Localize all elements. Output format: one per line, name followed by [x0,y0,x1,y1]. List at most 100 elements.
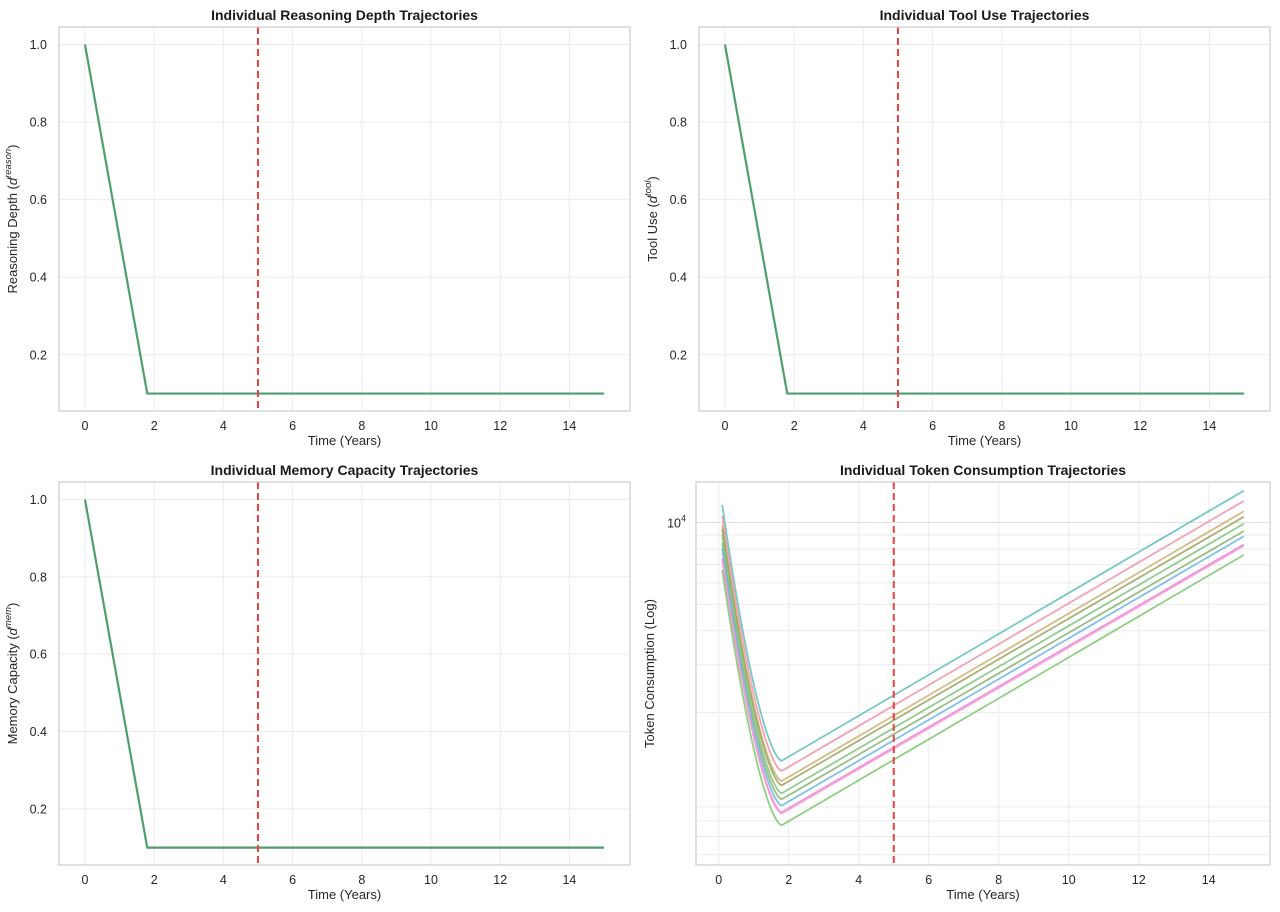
x-tick-label: 4 [220,419,227,433]
y-axis-label-symbol: d [645,195,660,203]
x-tick-labels: 0 2 4 6 8 10 12 14 [715,873,1215,887]
y-tick-labels: 0.2 0.4 0.6 0.8 1.0 [30,493,47,816]
series-line-agent-2 [721,500,1245,772]
x-tick-label: 10 [424,873,438,887]
chart-title: Individual Token Consumption Trajectorie… [840,462,1126,478]
y-axis-label-superscript: mem [3,607,14,628]
y-tick-label: 0.4 [30,271,47,285]
y-axis-label-superscript: tool [643,180,654,196]
x-axis-label: Time (Years) [948,433,1021,448]
series-line-agents [83,44,605,395]
series-line-agents [83,499,605,849]
y-tick-label: 1.0 [670,38,687,52]
x-tick-label: 0 [81,419,88,433]
x-tick-label: 6 [289,419,296,433]
x-tick-label: 4 [855,873,862,887]
x-tick-label: 6 [925,873,932,887]
series-line-agent-6 [721,522,1245,795]
y-tick-label: 1.0 [30,493,47,507]
x-tick-label: 2 [785,873,792,887]
y-axis-label-close: ) [645,176,660,180]
y-axis-label-text: Token Consumption (Log) [642,599,657,748]
x-tick-label: 10 [424,419,438,433]
x-tick-label: 8 [358,873,365,887]
x-tick-labels: 0 2 4 6 8 10 12 14 [81,419,576,433]
series-group [83,44,605,395]
y-tick-label-exponent: 4 [681,514,686,524]
x-tick-label: 12 [1133,419,1147,433]
series-line-agent-5 [721,530,1245,801]
x-tick-label: 14 [562,419,576,433]
y-tick-label: 0.2 [670,348,687,362]
y-axis-label: Tool Use (dtool) [643,176,660,261]
axes-frame [58,26,631,412]
x-tick-label: 10 [1064,419,1078,433]
x-tick-label: 12 [493,873,507,887]
series-line-agent-10 [721,554,1245,827]
x-tick-label: 14 [1202,873,1216,887]
y-axis-label: Reasoning Depth (dreason) [3,144,20,293]
y-axis-label-close: ) [5,603,20,607]
y-tick-labels: 0.2 0.4 0.6 0.8 1.0 [30,38,47,362]
chart-title: Individual Memory Capacity Trajectories [211,462,479,478]
y-tick-label: 0.8 [670,116,687,130]
y-tick-label: 0.6 [30,648,47,662]
series-line-agent-1 [721,489,1245,762]
series-line-agent-9 [721,545,1245,815]
x-tick-label: 4 [860,419,867,433]
x-tick-label: 14 [562,873,576,887]
y-axis-label-symbol: d [5,627,20,635]
y-tick-label: 0.4 [30,725,47,739]
y-tick-label: 0.6 [30,193,47,207]
x-tick-label: 14 [1202,419,1216,433]
series-group [723,44,1245,395]
grid [59,27,630,411]
x-tick-label: 8 [995,873,1002,887]
x-tick-label: 10 [1062,873,1076,887]
y-axis-label-symbol: d [5,177,20,185]
y-tick-labels: 104 [667,514,686,531]
grid [696,482,1270,865]
y-axis-label-text: Memory Capacity ( [5,635,20,745]
y-axis-label: Memory Capacity (dmem) [3,603,20,745]
y-tick-label: 0.8 [30,116,47,130]
x-tick-label: 4 [220,873,227,887]
x-tick-label: 6 [289,873,296,887]
panels: 0 2 4 6 8 10 12 14 0.2 0.4 0.6 0.8 1.0 Individual Rea… [3,7,1271,902]
y-tick-label: 0.4 [670,271,687,285]
panel-3: 0 2 4 6 8 10 12 14 0.2 0.4 0.6 0.8 1.0 Individual Mem… [3,462,631,902]
x-tick-label: 2 [791,419,798,433]
x-axis-label: Time (Years) [946,887,1019,902]
axes-frame [58,481,631,866]
panel-4: 0 2 4 6 8 10 12 14 104 Individual Token Consumpti… [642,462,1271,902]
x-tick-label: 0 [721,419,728,433]
axes-frame [695,481,1271,866]
series-group [83,499,605,849]
y-tick-labels: 0.2 0.4 0.6 0.8 1.0 [670,38,687,362]
y-tick-label: 0.2 [30,802,47,816]
panel-2: 0 2 4 6 8 10 12 14 0.2 0.4 0.6 0.8 1.0 Individual Too… [643,7,1271,448]
x-tick-labels: 0 2 4 6 8 10 12 14 [721,419,1216,433]
y-axis-label-text: Reasoning Depth ( [5,184,20,293]
chart-title: Individual Tool Use Trajectories [880,7,1090,23]
x-tick-label: 0 [81,873,88,887]
panel-1: 0 2 4 6 8 10 12 14 0.2 0.4 0.6 0.8 1.0 Individual Rea… [3,7,631,448]
y-tick-label: 0.6 [670,193,687,207]
axes-frame [698,26,1271,412]
chart-title: Individual Reasoning Depth Trajectories [211,7,478,23]
x-tick-label: 12 [1132,873,1146,887]
x-tick-label: 0 [715,873,722,887]
series-line-agent-4 [721,516,1245,787]
series-group [721,489,1245,827]
y-axis-label-superscript: reason [3,149,14,178]
x-tick-label: 6 [929,419,936,433]
x-axis-label: Time (Years) [308,433,381,448]
y-axis-label-text: Tool Use ( [645,203,660,262]
x-axis-label: Time (Years) [308,887,381,902]
y-tick-label: 1.0 [30,38,47,52]
y-tick-label: 104 [667,514,686,531]
y-tick-label: 0.8 [30,570,47,584]
grid [59,482,630,865]
grid [699,27,1270,411]
